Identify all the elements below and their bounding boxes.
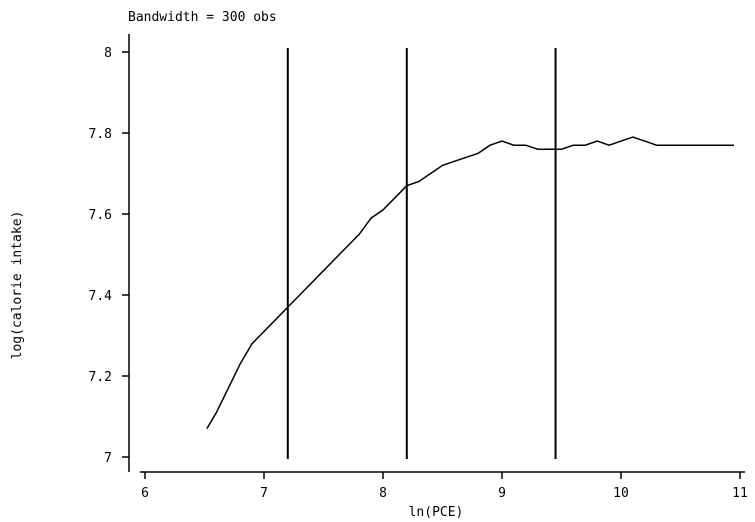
- y-tick-label: 7.8: [89, 127, 112, 142]
- x-tick-label: 6: [141, 486, 149, 501]
- x-tick-label: 7: [260, 486, 268, 501]
- series-line: [206, 136, 734, 429]
- y-axis-label: log(calorie intake): [10, 211, 25, 360]
- y-tick-label: 8: [104, 46, 112, 61]
- x-tick-label: 8: [379, 486, 387, 501]
- y-tick-label: 7.6: [89, 208, 112, 223]
- y-tick-label: 7.4: [89, 289, 113, 304]
- x-tick-label: 11: [732, 486, 748, 501]
- x-tick-label: 9: [498, 486, 506, 501]
- x-tick-label: 10: [613, 486, 629, 501]
- y-tick-label: 7.2: [89, 370, 112, 385]
- axis-ticks: 7 7.2 7.4 7.6 7.8 8 6 7 8 9 10 11: [89, 46, 748, 501]
- x-axis-label: ln(PCE): [409, 505, 464, 520]
- vertical-reference-lines: [286, 48, 557, 459]
- chart-title: Bandwidth = 300 obs: [128, 10, 277, 25]
- y-tick-label: 7: [104, 451, 112, 466]
